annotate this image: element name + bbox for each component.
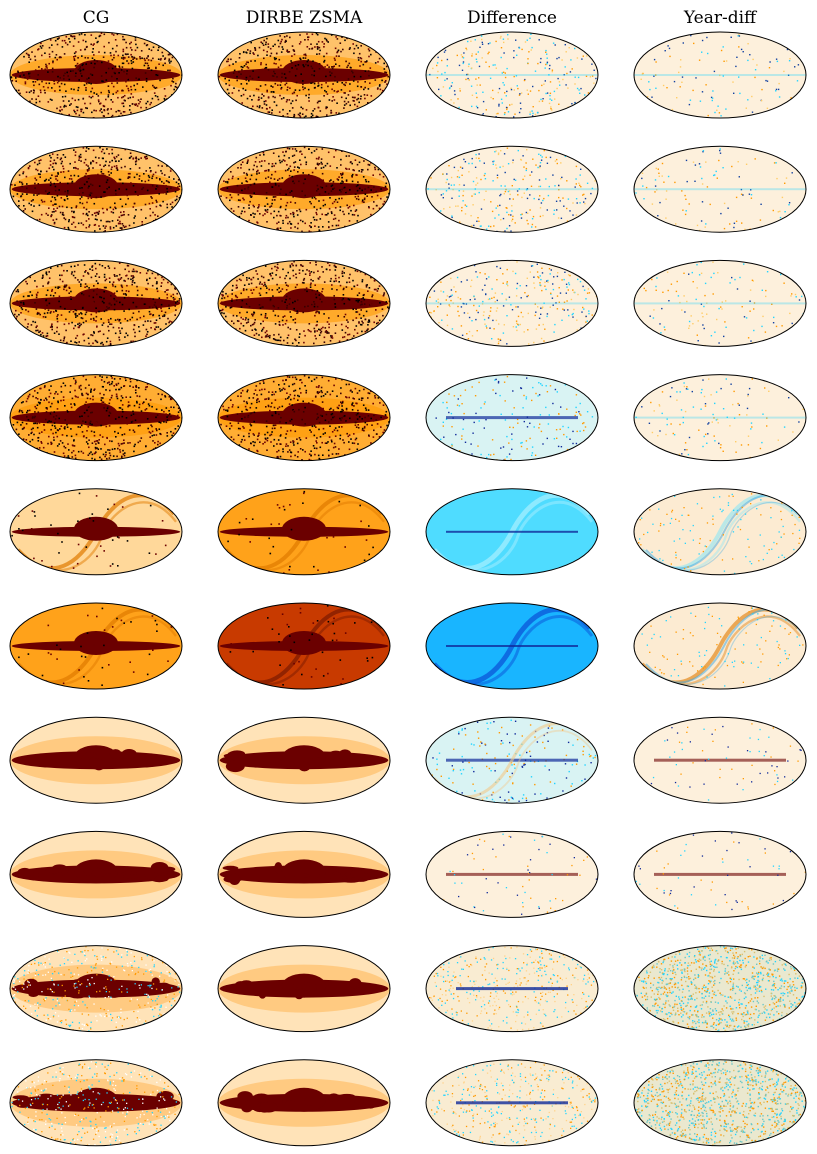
map-panel-r10-c2 <box>218 1059 390 1146</box>
map-panel-r5-c1 <box>10 488 182 575</box>
map-panel-r2-c4 <box>634 146 806 233</box>
map-outline-r2-c4 <box>633 145 807 233</box>
column-title-dirbe-zsma: DIRBE ZSMA <box>245 8 363 28</box>
map-panel-r8-c2 <box>218 831 390 918</box>
map-panel-r10-c3 <box>426 1059 598 1146</box>
map-outline-r6-c3 <box>425 602 599 690</box>
map-panel-r7-c4 <box>634 717 806 804</box>
map-outline-r9-c1 <box>9 945 183 1033</box>
map-panel-r7-c1 <box>10 717 182 804</box>
map-panel-r2-c2 <box>218 146 390 233</box>
map-panel-r10-c4 <box>634 1059 806 1146</box>
map-panel-r3-c3 <box>426 260 598 347</box>
column-title-cg: CG <box>82 8 110 28</box>
map-outline-r10-c1 <box>9 1059 183 1147</box>
map-outline-r4-c3 <box>425 374 599 462</box>
map-outline-r1-c4 <box>633 31 807 119</box>
map-outline-r1-c1 <box>9 31 183 119</box>
map-outline-r1-c2 <box>217 31 391 119</box>
map-outline-r4-c1 <box>9 374 183 462</box>
map-panel-r3-c1 <box>10 260 182 347</box>
map-panel-r9-c1 <box>10 945 182 1032</box>
map-outline-r5-c1 <box>9 488 183 576</box>
map-panel-r5-c4 <box>634 488 806 575</box>
map-outline-r7-c2 <box>217 716 391 804</box>
map-panel-r3-c2 <box>218 260 390 347</box>
map-panel-r1-c2 <box>218 32 390 118</box>
map-panel-r6-c2 <box>218 603 390 689</box>
map-panel-r4-c2 <box>218 374 390 461</box>
map-outline-r6-c2 <box>217 602 391 690</box>
map-panel-r3-c4 <box>634 260 806 347</box>
map-outline-r6-c1 <box>9 602 183 690</box>
map-outline-r2-c3 <box>425 145 599 233</box>
map-panel-r4-c4 <box>634 374 806 461</box>
map-panel-r6-c3 <box>426 603 598 689</box>
map-panel-r1-c3 <box>426 32 598 118</box>
map-panel-r4-c1 <box>10 374 182 461</box>
map-outline-r7-c4 <box>633 716 807 804</box>
map-panel-r9-c4 <box>634 945 806 1032</box>
map-outline-r8-c4 <box>633 830 807 918</box>
map-outline-r3-c4 <box>633 259 807 347</box>
map-outline-r4-c4 <box>633 374 807 462</box>
map-outline-r2-c2 <box>217 145 391 233</box>
map-panel-r2-c3 <box>426 146 598 233</box>
map-outline-r10-c4 <box>633 1059 807 1147</box>
map-outline-r8-c2 <box>217 830 391 918</box>
map-outline-r8-c1 <box>9 830 183 918</box>
map-outline-r5-c2 <box>217 488 391 576</box>
map-outline-r7-c1 <box>9 716 183 804</box>
map-panel-r1-c1 <box>10 32 182 118</box>
map-outline-r1-c3 <box>425 31 599 119</box>
column-title-difference: Difference <box>467 8 557 28</box>
map-outline-r9-c4 <box>633 945 807 1033</box>
map-panel-r4-c3 <box>426 374 598 461</box>
map-panel-r6-c1 <box>10 603 182 689</box>
map-outline-r5-c4 <box>633 488 807 576</box>
map-panel-r10-c1 <box>10 1059 182 1146</box>
map-outline-r2-c1 <box>9 145 183 233</box>
map-outline-r5-c3 <box>425 488 599 576</box>
map-panel-r1-c4 <box>634 32 806 118</box>
map-panel-r8-c4 <box>634 831 806 918</box>
map-outline-r3-c3 <box>425 259 599 347</box>
map-panel-r8-c1 <box>10 831 182 918</box>
map-panel-r7-c2 <box>218 717 390 804</box>
map-outline-r9-c3 <box>425 945 599 1033</box>
map-outline-r4-c2 <box>217 374 391 462</box>
column-title-year-diff: Year-diff <box>683 8 757 28</box>
map-outline-r6-c4 <box>633 602 807 690</box>
map-panel-r5-c3 <box>426 488 598 575</box>
map-outline-r3-c1 <box>9 259 183 347</box>
map-outline-r7-c3 <box>425 716 599 804</box>
map-panel-r8-c3 <box>426 831 598 918</box>
map-outline-r10-c2 <box>217 1059 391 1147</box>
map-outline-r3-c2 <box>217 259 391 347</box>
map-outline-r9-c2 <box>217 945 391 1033</box>
map-panel-r9-c2 <box>218 945 390 1032</box>
map-outline-r8-c3 <box>425 830 599 918</box>
map-panel-r9-c3 <box>426 945 598 1032</box>
map-outline-r10-c3 <box>425 1059 599 1147</box>
map-panel-r2-c1 <box>10 146 182 233</box>
